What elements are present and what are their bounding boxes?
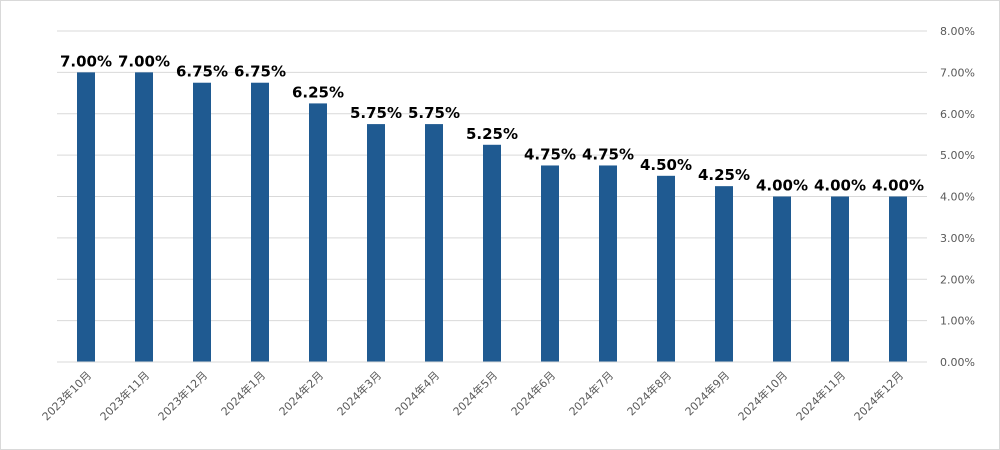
- y-axis-tick-labels: 0.00% 1.00% 2.00% 3.00% 4.00% 5.00% 6.00% 7.00%…: [940, 25, 975, 369]
- x-tick-label: 2024年12月: [851, 368, 906, 423]
- data-label: 5.75%: [408, 104, 460, 122]
- bar: [367, 124, 385, 362]
- data-label: 6.75%: [234, 63, 286, 81]
- y-tick-label: 4.00%: [940, 191, 975, 204]
- data-labels: 7.00% 7.00% 6.75% 6.75% 6.25% 5.75% 5.75% 5.25%…: [60, 52, 924, 194]
- data-label: 7.00%: [60, 52, 112, 70]
- bar: [425, 124, 443, 362]
- bar: [541, 165, 559, 362]
- x-tick-label: 2024年2月: [276, 368, 326, 418]
- bar: [773, 196, 791, 362]
- x-tick-label: 2023年10月: [39, 368, 94, 423]
- data-label: 6.25%: [292, 83, 344, 101]
- bar: [193, 82, 211, 362]
- y-tick-label: 1.00%: [940, 315, 975, 328]
- x-tick-label: 2024年3月: [334, 368, 384, 418]
- data-label: 5.75%: [350, 104, 402, 122]
- x-tick-label: 2024年11月: [793, 368, 848, 423]
- x-tick-label: 2024年10月: [735, 368, 790, 423]
- data-label: 4.25%: [698, 166, 750, 184]
- bar: [135, 72, 153, 362]
- bar: [251, 82, 269, 362]
- data-label: 4.00%: [814, 177, 866, 195]
- x-tick-label: 2024年8月: [624, 368, 674, 418]
- bars: [77, 72, 907, 362]
- bar: [309, 103, 327, 362]
- y-tick-label: 3.00%: [940, 232, 975, 245]
- data-label: 4.75%: [582, 145, 634, 163]
- y-tick-label: 6.00%: [940, 108, 975, 121]
- y-tick-label: 2.00%: [940, 273, 975, 286]
- x-tick-label: 2024年4月: [392, 368, 442, 418]
- data-label: 5.25%: [466, 125, 518, 143]
- x-axis-category-labels: 2023年10月 2023年11月 2023年12月 2024年1月 2024年2月 20…: [39, 368, 906, 423]
- bar: [77, 72, 95, 362]
- data-label: 6.75%: [176, 63, 228, 81]
- data-label: 4.75%: [524, 145, 576, 163]
- y-tick-label: 7.00%: [940, 66, 975, 79]
- x-tick-label: 2024年9月: [682, 368, 732, 418]
- x-tick-label: 2024年1月: [218, 368, 268, 418]
- bar: [599, 165, 617, 362]
- bar: [889, 196, 907, 362]
- data-label: 4.00%: [756, 177, 808, 195]
- y-tick-label: 8.00%: [940, 25, 975, 38]
- y-tick-label: 5.00%: [940, 149, 975, 162]
- x-tick-label: 2023年11月: [97, 368, 152, 423]
- data-label: 4.00%: [872, 177, 924, 195]
- x-tick-label: 2024年7月: [566, 368, 616, 418]
- bar: [657, 175, 675, 362]
- x-tick-label: 2024年5月: [450, 368, 500, 418]
- bar: [831, 196, 849, 362]
- bar: [715, 186, 733, 362]
- x-tick-label: 2023年12月: [155, 368, 210, 423]
- data-label: 4.50%: [640, 156, 692, 174]
- bar: [483, 144, 501, 362]
- x-tick-label: 2024年6月: [508, 368, 558, 418]
- data-label: 7.00%: [118, 52, 170, 70]
- y-tick-label: 0.00%: [940, 356, 975, 369]
